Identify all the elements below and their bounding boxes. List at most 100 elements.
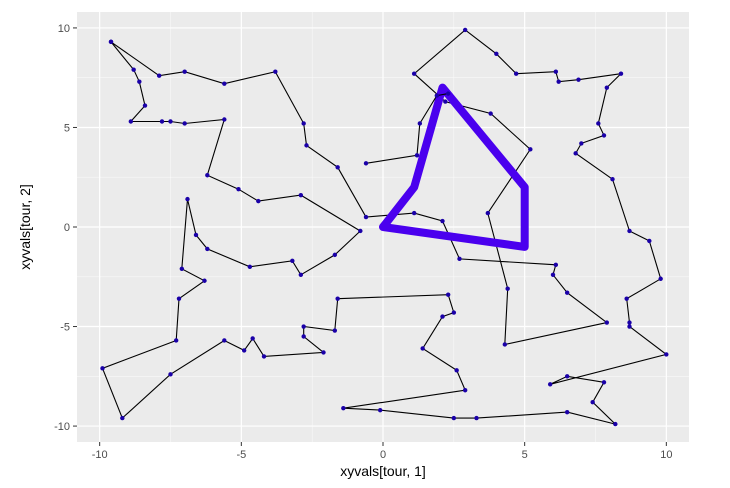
tour-point — [443, 99, 448, 104]
y-tick-label: -5 — [60, 322, 70, 334]
tour-point — [502, 342, 508, 347]
x-tick-label: 10 — [660, 449, 672, 461]
tour-point — [627, 228, 632, 234]
tour-point — [205, 173, 210, 178]
tour-point — [156, 73, 162, 78]
tour-point — [434, 93, 440, 98]
tour-point — [576, 77, 581, 82]
tour-point — [417, 121, 423, 126]
tour-point — [301, 121, 306, 126]
y-tick-label: 5 — [64, 122, 70, 134]
tour-point — [335, 296, 340, 301]
tour-point — [193, 232, 199, 238]
tour-point — [377, 407, 383, 413]
tour-point — [222, 117, 227, 122]
x-tick-label: -5 — [236, 449, 246, 461]
tour-point — [627, 320, 632, 325]
tour-point — [250, 336, 255, 341]
tour-point — [321, 350, 326, 355]
tour-point — [182, 69, 187, 74]
tour-point — [335, 165, 340, 170]
tour-point — [556, 79, 561, 84]
tour-point — [222, 81, 227, 86]
tour-point — [131, 67, 136, 72]
tour-point — [513, 71, 519, 76]
tour-points — [100, 27, 669, 427]
tour-point — [247, 264, 253, 270]
axis-ticks: -10 -5 0 5 10 -10 -5 0 5 10 — [54, 23, 672, 461]
tour-point — [176, 296, 182, 301]
tour-point — [205, 246, 210, 252]
tour-point — [457, 256, 462, 262]
x-tick-label: 5 — [522, 449, 528, 461]
tour-point — [332, 328, 338, 333]
tour-point — [358, 228, 363, 234]
tour-point — [624, 296, 629, 301]
x-axis-label: xyvals[tour, 1] — [340, 463, 426, 479]
tour-point — [411, 210, 417, 216]
tour-point — [142, 103, 148, 108]
tour-point — [120, 415, 125, 421]
tour-point — [236, 186, 241, 192]
tour-point — [301, 334, 306, 339]
tour-point — [173, 338, 179, 343]
tour-point — [550, 272, 556, 277]
tour-point — [618, 71, 624, 76]
tour-point — [168, 372, 173, 377]
tour-point — [298, 192, 304, 198]
tour-point — [553, 262, 559, 268]
y-tick-label: 0 — [64, 222, 70, 234]
tour-point — [564, 290, 570, 295]
tour-point — [553, 69, 559, 74]
tour-point — [528, 147, 533, 152]
tour-point — [304, 143, 309, 148]
tour-point — [420, 346, 425, 351]
tour-point — [451, 310, 457, 315]
tour-point — [256, 198, 261, 204]
tour-point — [159, 119, 165, 124]
tour-point — [108, 39, 114, 45]
tour-point — [137, 79, 142, 84]
tour-point — [241, 348, 247, 353]
tour-point — [290, 258, 295, 264]
tour-point — [454, 368, 459, 373]
tour-path-0 — [101, 29, 668, 426]
tour-point — [564, 409, 570, 415]
tour-point — [128, 119, 134, 124]
tour-point — [168, 119, 173, 124]
tour-point — [658, 276, 663, 281]
tour-point — [462, 388, 468, 393]
tour-point — [222, 338, 227, 343]
tour-point — [185, 196, 190, 202]
tour-point — [182, 121, 187, 126]
tour-point — [261, 354, 267, 359]
tour-point — [474, 415, 479, 421]
tour-point — [440, 218, 445, 224]
highlight-path — [379, 83, 529, 251]
tour-point — [485, 210, 491, 216]
tour-point — [414, 153, 420, 158]
tour-point — [573, 151, 578, 156]
tour-point — [601, 380, 607, 385]
y-tick-label: 10 — [58, 23, 70, 35]
tour-point — [547, 382, 553, 387]
y-axis-label: xyvals[tour, 2] — [17, 184, 33, 270]
tour-point — [604, 320, 610, 325]
tour-point — [488, 111, 493, 116]
tour-point — [579, 141, 584, 146]
tour-point — [627, 324, 632, 329]
tour-point — [596, 121, 601, 126]
tour-point — [341, 405, 346, 411]
tour-point — [601, 133, 607, 138]
x-tick-label: -10 — [92, 449, 108, 461]
y-tick-label: -10 — [54, 421, 70, 433]
x-tick-label: 0 — [380, 449, 386, 461]
tour-point — [301, 324, 306, 329]
tour-point — [613, 421, 618, 427]
tour-point — [363, 214, 369, 220]
tour-point — [604, 85, 610, 90]
tour-point — [440, 314, 445, 319]
tour-point — [100, 366, 105, 371]
tour-point — [411, 71, 417, 76]
